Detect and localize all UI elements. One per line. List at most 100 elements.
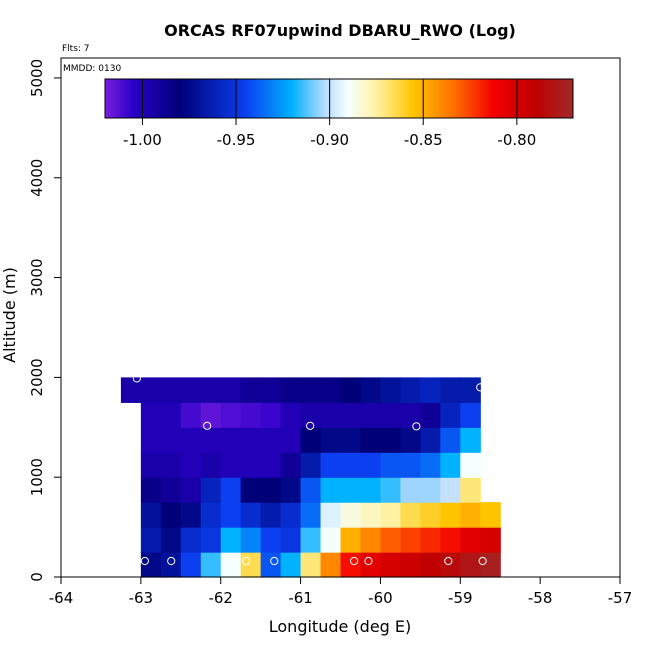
heatmap-cell	[180, 452, 202, 478]
heatmap-cell	[220, 427, 242, 453]
heatmap-cell	[140, 452, 162, 478]
flight-point-marker	[132, 556, 141, 566]
heatmap-cell	[420, 502, 441, 528]
heatmap-cell	[460, 527, 481, 553]
heatmap-cell	[480, 502, 501, 528]
heatmap-cell	[420, 477, 441, 503]
heatmap-cell	[180, 402, 202, 428]
heatmap-cell	[320, 402, 342, 428]
heatmap-cell	[460, 452, 481, 478]
heatmap-cell	[460, 552, 481, 578]
heatmap-cell	[260, 402, 282, 428]
heatmap-cell	[320, 527, 342, 553]
heatmap-cell	[400, 552, 421, 578]
heatmap-cell	[340, 502, 362, 528]
heatmap-cell	[340, 377, 362, 403]
heatmap-cell	[400, 427, 421, 453]
heatmap-cell	[300, 552, 322, 578]
heatmap-cell	[140, 552, 162, 578]
heatmap-cell	[360, 452, 382, 478]
heatmap-cell	[180, 377, 202, 403]
heatmap-cell	[220, 377, 242, 403]
x-tick-label: -57	[608, 589, 633, 607]
heatmap-cell	[340, 452, 362, 478]
heatmap-cell	[260, 502, 282, 528]
heatmap-cell	[200, 377, 222, 403]
mmdd-label: MMDD: 0130	[63, 64, 121, 74]
heatmap-cell	[440, 427, 461, 453]
heatmap-cell	[340, 402, 362, 428]
colorbar-tick-label: -0.85	[404, 131, 443, 149]
colorbar-gradient	[104, 78, 574, 119]
heatmap-cell	[340, 552, 362, 578]
heatmap-cell	[240, 502, 262, 528]
y-tick-label: 2000	[28, 358, 46, 396]
heatmap-cell	[460, 377, 481, 403]
heatmap-cell	[280, 402, 302, 428]
flight-point-marker	[306, 421, 315, 430]
heatmap-cell	[380, 377, 401, 403]
y-axis: 0 1000 2000 3000 4000 5000	[28, 59, 61, 582]
heatmap-cell	[420, 377, 441, 403]
heatmap-cell	[360, 552, 382, 578]
heatmap-cell	[260, 452, 282, 478]
heatmap-cell	[260, 427, 282, 453]
heatmap-cell	[360, 377, 382, 403]
flight-point-marker	[478, 556, 487, 566]
heatmap-cell	[300, 527, 322, 553]
heatmap-cell	[420, 452, 441, 478]
heatmap-cell	[360, 427, 382, 453]
heatmap-cell	[140, 502, 162, 528]
heatmap-cell	[260, 477, 282, 503]
colorbar: -1.00 -0.95 -0.90 -0.85 -0.80	[104, 78, 574, 149]
heatmap-cell	[160, 502, 182, 528]
heatmap-cell	[380, 527, 401, 553]
flight-point-marker	[132, 374, 141, 383]
heatmap-cell	[220, 552, 242, 578]
flight-point-marker	[270, 556, 279, 566]
heatmap-cell	[380, 502, 401, 528]
x-tick-label: -59	[448, 589, 473, 607]
heatmap-cell	[420, 527, 441, 553]
heatmap-cell	[380, 427, 401, 453]
x-tick-label: -62	[208, 589, 233, 607]
heatmap-cell	[420, 402, 441, 428]
heatmap-cell	[360, 477, 382, 503]
heatmap-cell	[220, 527, 242, 553]
heatmap-cell	[420, 552, 441, 578]
heatmap-cell	[200, 452, 222, 478]
heatmap-cell	[440, 377, 461, 403]
heatmap-cell	[220, 452, 242, 478]
y-tick-label: 3000	[28, 258, 46, 296]
heatmap-cell	[300, 452, 322, 478]
heatmap-cell	[200, 552, 222, 578]
heatmap-cell	[420, 427, 441, 453]
heatmap-cell	[460, 427, 481, 453]
heatmap-cell	[460, 402, 481, 428]
heatmap-cell	[280, 552, 302, 578]
colorbar-ticks: -1.00 -0.95 -0.90 -0.85 -0.80	[123, 79, 536, 149]
heatmap-cell	[360, 527, 382, 553]
heatmap-cell	[320, 502, 342, 528]
heatmap-cell	[140, 527, 162, 553]
heatmap-cell	[440, 552, 461, 578]
heatmap-cell	[180, 427, 202, 453]
heatmap-cell	[400, 502, 421, 528]
flight-point-marker	[412, 422, 421, 431]
heatmap-cell	[340, 527, 362, 553]
x-tick-label: -64	[49, 589, 74, 607]
heatmap-cell	[260, 552, 282, 578]
heatmap-cell	[140, 477, 162, 503]
heatmap-cell	[200, 402, 222, 428]
heatmap-cell	[180, 552, 202, 578]
heatmap-cell	[180, 527, 202, 553]
heatmap-cell	[160, 527, 182, 553]
heatmap-cell	[280, 502, 302, 528]
heatmap-cell	[440, 527, 461, 553]
x-tick-label: -63	[129, 589, 154, 607]
flights-label: Flts: 7	[62, 44, 90, 54]
x-tick-label: -61	[288, 589, 313, 607]
flight-point-marker	[242, 556, 251, 566]
heatmap-cell	[240, 477, 262, 503]
